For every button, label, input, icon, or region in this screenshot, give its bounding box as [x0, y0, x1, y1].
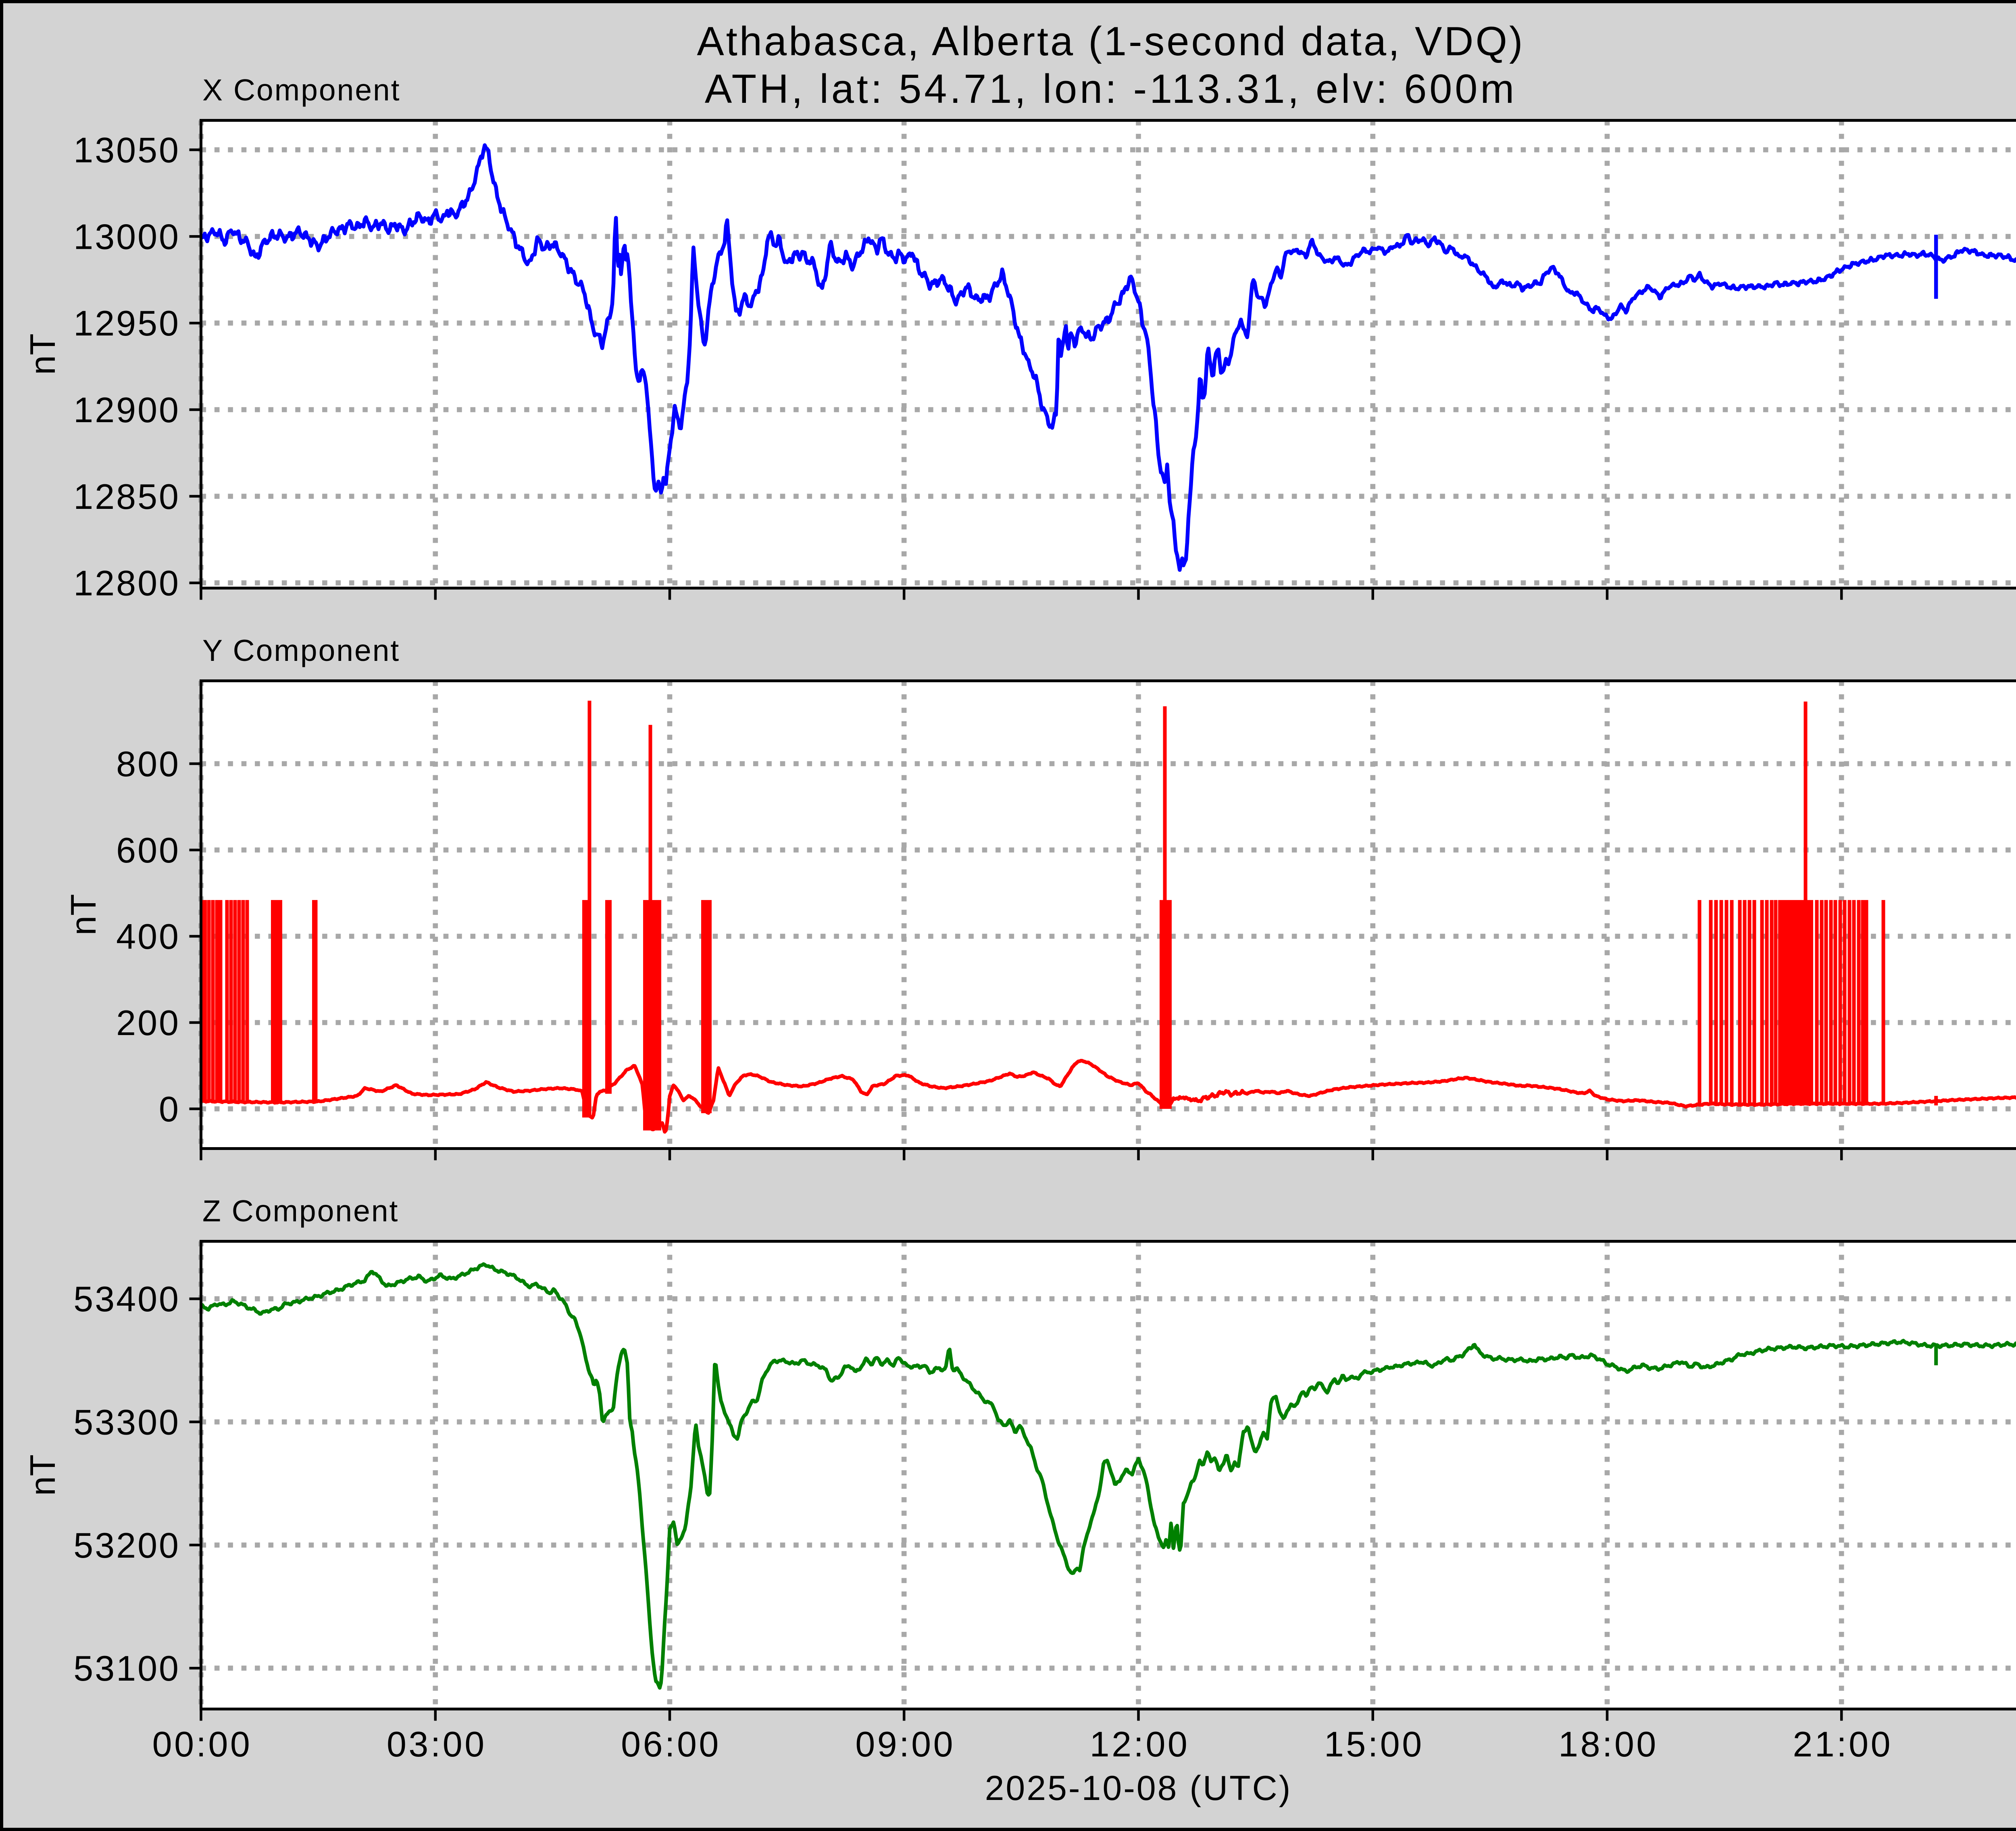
svg-text:53300: 53300: [73, 1402, 180, 1442]
svg-text:Athabasca, Alberta (1-second d: Athabasca, Alberta (1-second data, VDQ): [697, 19, 1524, 64]
svg-text:600: 600: [116, 830, 180, 870]
svg-text:12:00: 12:00: [1090, 1724, 1190, 1764]
svg-text:2025-10-08 (UTC): 2025-10-08 (UTC): [985, 1769, 1292, 1808]
svg-text:53400: 53400: [73, 1279, 180, 1319]
svg-text:200: 200: [116, 1003, 180, 1043]
svg-text:06:00: 06:00: [621, 1724, 721, 1764]
svg-text:53200: 53200: [73, 1525, 180, 1565]
svg-text:13000: 13000: [73, 217, 180, 256]
svg-text:12950: 12950: [73, 303, 180, 343]
svg-text:nT: nT: [23, 1454, 62, 1496]
svg-text:12850: 12850: [73, 477, 180, 517]
svg-text:53100: 53100: [73, 1648, 180, 1688]
svg-text:400: 400: [116, 917, 180, 956]
svg-text:Z Component: Z Component: [202, 1194, 399, 1228]
svg-text:12800: 12800: [73, 563, 180, 603]
svg-text:nT: nT: [63, 894, 103, 935]
svg-text:15:00: 15:00: [1324, 1724, 1424, 1764]
svg-text:21:00: 21:00: [1793, 1724, 1893, 1764]
svg-text:0: 0: [159, 1089, 180, 1129]
svg-text:X Component: X Component: [202, 73, 401, 107]
svg-text:800: 800: [116, 744, 180, 784]
svg-text:13050: 13050: [73, 130, 180, 170]
svg-text:03:00: 03:00: [387, 1724, 487, 1764]
svg-text:12900: 12900: [73, 390, 180, 430]
svg-text:09:00: 09:00: [855, 1724, 955, 1764]
svg-text:18:00: 18:00: [1558, 1724, 1658, 1764]
svg-text:Y Component: Y Component: [202, 633, 400, 667]
svg-text:nT: nT: [23, 333, 62, 375]
svg-text:00:00: 00:00: [152, 1724, 252, 1764]
svg-text:ATH, lat: 54.71, lon: -113.31,: ATH, lat: 54.71, lon: -113.31, elv: 600m: [705, 67, 1517, 112]
